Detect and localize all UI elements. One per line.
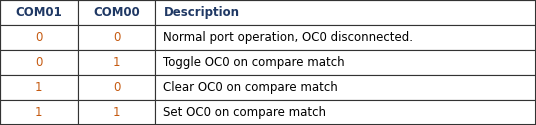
Bar [155, 75, 536, 100]
Bar [0, 100, 78, 125]
Bar [155, 25, 536, 50]
Text: Clear OC0 on compare match: Clear OC0 on compare match [163, 81, 338, 94]
Bar [78, 25, 155, 50]
Text: COM00: COM00 [93, 6, 140, 19]
Bar [78, 0, 155, 25]
Text: 0: 0 [35, 56, 42, 69]
Text: Set OC0 on compare match: Set OC0 on compare match [163, 106, 326, 119]
Bar [155, 0, 536, 25]
Bar [0, 25, 78, 50]
Bar [0, 75, 78, 100]
Bar [78, 100, 155, 125]
Bar [78, 75, 155, 100]
Bar [0, 0, 78, 25]
Text: 0: 0 [113, 81, 120, 94]
Text: Description: Description [163, 6, 240, 19]
Text: 0: 0 [35, 31, 42, 44]
Text: 1: 1 [113, 56, 120, 69]
Text: 1: 1 [113, 106, 120, 119]
Text: COM01: COM01 [16, 6, 62, 19]
Bar [155, 50, 536, 75]
Bar [78, 50, 155, 75]
Bar [0, 50, 78, 75]
Text: 1: 1 [35, 81, 42, 94]
Text: 1: 1 [35, 106, 42, 119]
Text: Toggle OC0 on compare match: Toggle OC0 on compare match [163, 56, 345, 69]
Text: 0: 0 [113, 31, 120, 44]
Text: Normal port operation, OC0 disconnected.: Normal port operation, OC0 disconnected. [163, 31, 413, 44]
Bar [155, 100, 536, 125]
